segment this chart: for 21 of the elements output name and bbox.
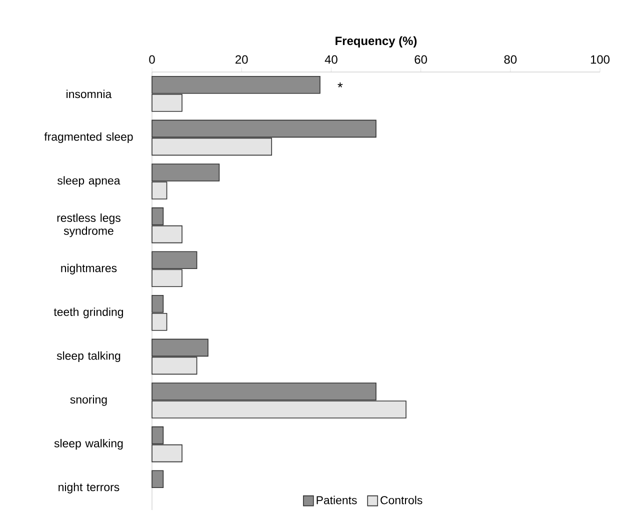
x-tick-label: 80 <box>504 55 517 64</box>
y-tick-label: night terrors <box>58 482 120 494</box>
y-tick-label: restless legs syndrome <box>57 213 120 238</box>
x-axis-title: Frequency (%) <box>336 36 417 48</box>
y-tick-label: snoring <box>70 395 107 406</box>
legend-label: Patients <box>316 496 357 504</box>
x-tick-label: 100 <box>590 55 610 64</box>
y-tick-label: nightmares <box>61 264 117 274</box>
legend-label: Controls <box>380 496 422 504</box>
annotation: * <box>338 82 343 88</box>
y-tick-label: sleep walking <box>54 438 123 450</box>
x-tick-label: 40 <box>324 55 338 64</box>
y-tick-label: teeth grinding <box>54 308 123 318</box>
y-tick-label: sleep apnea <box>58 176 120 187</box>
bar <box>152 470 164 488</box>
y-tick-label: fragmented sleep <box>44 132 133 144</box>
y-tick-label: sleep talking <box>56 351 120 362</box>
x-tick-label: 0 <box>149 55 155 64</box>
x-tick-label: 20 <box>236 55 248 64</box>
y-tick-label: insomnia <box>66 90 112 98</box>
x-tick-label: 60 <box>414 55 427 64</box>
